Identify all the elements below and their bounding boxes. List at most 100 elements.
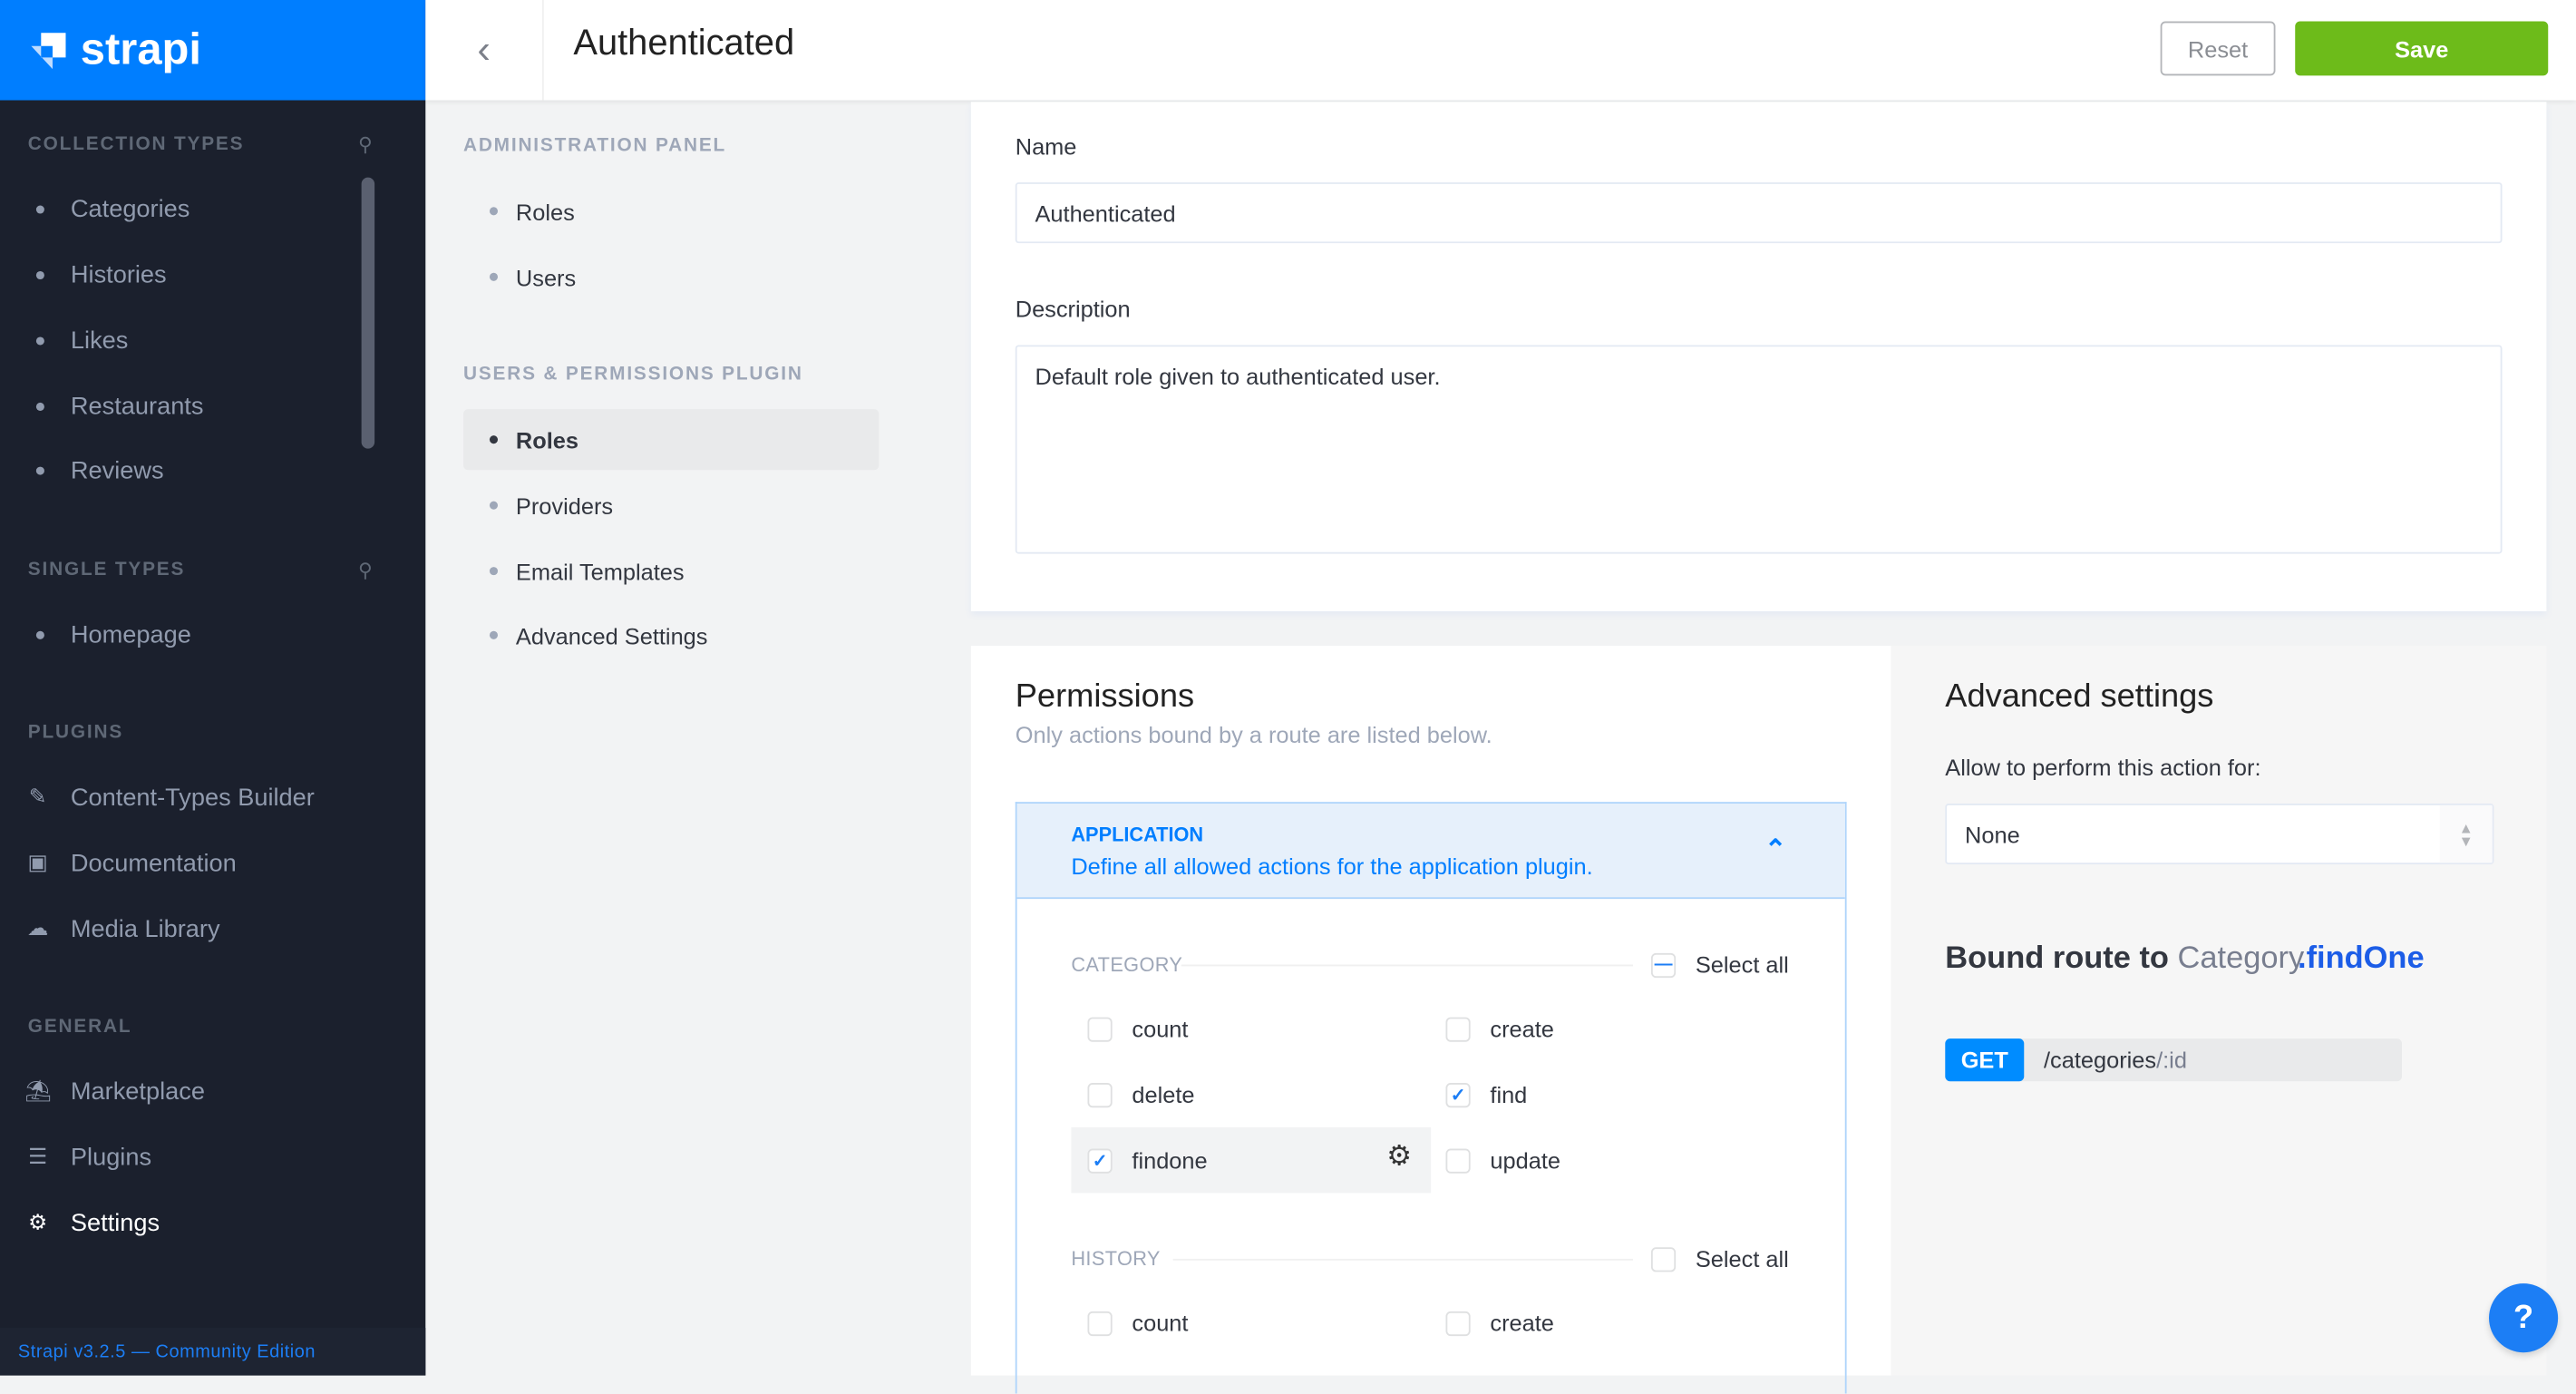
checkbox[interactable] bbox=[1650, 1246, 1677, 1272]
label: count bbox=[1132, 1015, 1189, 1042]
advanced-settings-panel: Advanced settings Allow to perform this … bbox=[1891, 646, 2547, 1376]
checkbox[interactable] bbox=[1087, 1016, 1113, 1041]
sidebar-item-reviews[interactable]: Reviews bbox=[0, 445, 394, 494]
label: delete bbox=[1132, 1081, 1195, 1108]
gear-icon[interactable]: ⚙ bbox=[1386, 1140, 1412, 1172]
http-method-badge: GET bbox=[1945, 1038, 2025, 1082]
action-delete[interactable]: delete bbox=[1087, 1063, 1195, 1126]
sidebar-item-settings[interactable]: ⚙ Settings bbox=[0, 1198, 394, 1247]
label: Users bbox=[515, 263, 577, 290]
action-count[interactable]: count bbox=[1087, 998, 1188, 1060]
version-footer[interactable]: Strapi v3.2.5 — Community Edition bbox=[0, 1328, 426, 1376]
history-select-all[interactable]: Select all bbox=[1650, 1227, 1789, 1290]
submenu-item-email-templates[interactable]: Email Templates bbox=[463, 541, 879, 601]
group-history-title: HISTORY bbox=[1071, 1247, 1161, 1271]
label: create bbox=[1490, 1015, 1554, 1042]
bullet-icon bbox=[35, 336, 44, 345]
label: Content-Types Builder bbox=[70, 783, 315, 812]
help-button[interactable]: ? bbox=[2489, 1283, 2559, 1353]
bullet-icon bbox=[489, 435, 499, 444]
action-create[interactable]: create bbox=[1445, 998, 1554, 1060]
route-path: /categories bbox=[2044, 1047, 2157, 1074]
role-details-card: Name Authenticated Description Default r… bbox=[970, 102, 2547, 612]
permissions-subtitle: Only actions bound by a route are listed… bbox=[1015, 721, 1492, 748]
chevron-up-icon[interactable]: ⌃ bbox=[1764, 836, 1787, 865]
paintbrush-icon: ✎ bbox=[28, 784, 47, 809]
scrollbar[interactable] bbox=[361, 177, 375, 449]
sidebar-item-content-types-builder[interactable]: ✎ Content-Types Builder bbox=[0, 773, 394, 822]
sidebar-item-homepage[interactable]: Homepage bbox=[0, 609, 394, 658]
sidebar-item-histories[interactable]: Histories bbox=[0, 249, 394, 298]
action-history-create[interactable]: create bbox=[1445, 1292, 1554, 1354]
checkbox[interactable] bbox=[1087, 1082, 1113, 1107]
submenu-item-admin-roles[interactable]: Roles bbox=[463, 180, 879, 241]
chevron-left-icon: ‹ bbox=[477, 26, 491, 72]
checkbox-checked[interactable]: ✓ bbox=[1087, 1147, 1113, 1173]
search-icon[interactable]: ⚲ bbox=[357, 559, 373, 582]
back-button[interactable]: ‹ bbox=[425, 0, 544, 101]
submenu-item-roles[interactable]: Roles bbox=[462, 409, 880, 471]
selected-value: None bbox=[1965, 821, 2020, 848]
label: Marketplace bbox=[70, 1077, 205, 1106]
strapi-logo[interactable]: strapi bbox=[0, 0, 426, 101]
action-name: .findOne bbox=[2297, 941, 2425, 977]
section-general: GENERAL bbox=[27, 1017, 132, 1038]
save-button[interactable]: Save bbox=[2295, 21, 2549, 76]
label: Homepage bbox=[70, 619, 191, 648]
description-label: Description bbox=[1015, 296, 1131, 323]
sidebar-item-marketplace[interactable]: ⛱ Marketplace bbox=[0, 1067, 394, 1116]
submenu-item-users[interactable]: Users bbox=[463, 247, 879, 307]
bullet-icon bbox=[489, 630, 499, 639]
label: create bbox=[1490, 1310, 1554, 1337]
allow-label: Allow to perform this action for: bbox=[1945, 754, 2261, 781]
checkbox[interactable] bbox=[1445, 1016, 1471, 1041]
gear-icon: ⚙ bbox=[28, 1209, 48, 1234]
group-category-title: CATEGORY bbox=[1071, 952, 1183, 977]
label: Select all bbox=[1695, 1245, 1789, 1272]
sidebar-item-documentation[interactable]: ▣ Documentation bbox=[0, 838, 394, 887]
minus-checkbox-icon[interactable]: — bbox=[1650, 951, 1677, 978]
label: Documentation bbox=[70, 848, 237, 877]
sidebar-item-restaurants[interactable]: Restaurants bbox=[0, 381, 394, 430]
label: Media Library bbox=[70, 914, 220, 943]
search-icon[interactable]: ⚲ bbox=[357, 132, 373, 157]
label: Select all bbox=[1695, 951, 1789, 979]
label: Roles bbox=[515, 198, 575, 225]
list-icon: ☰ bbox=[28, 1144, 48, 1169]
sidebar-item-media-library[interactable]: ☁ Media Library bbox=[0, 904, 394, 953]
bullet-icon bbox=[35, 402, 44, 411]
description-textarea[interactable]: Default role given to authenticated user… bbox=[1015, 345, 2503, 554]
sidebar-item-likes[interactable]: Likes bbox=[0, 316, 394, 365]
action-history-count[interactable]: count bbox=[1087, 1292, 1188, 1354]
sidebar-item-categories[interactable]: Categories bbox=[0, 184, 394, 233]
checkbox[interactable] bbox=[1087, 1310, 1113, 1336]
label: Advanced Settings bbox=[515, 621, 708, 648]
allow-select[interactable]: None ▲ ▼ bbox=[1945, 804, 2494, 865]
checkbox[interactable] bbox=[1445, 1147, 1471, 1173]
action-update[interactable]: update bbox=[1445, 1129, 1560, 1192]
section-single-types: SINGLE TYPES bbox=[27, 560, 186, 580]
action-findone[interactable]: ✓ findone bbox=[1087, 1129, 1208, 1192]
name-label: Name bbox=[1015, 132, 1077, 160]
submenu-item-providers[interactable]: Providers bbox=[463, 475, 879, 536]
plugin-description: Define all allowed actions for the appli… bbox=[1071, 853, 1593, 880]
bound-route-title: Bound route to Category.findOne bbox=[1945, 941, 2424, 978]
action-findone-row[interactable] bbox=[1071, 1126, 1432, 1194]
checkbox-checked[interactable]: ✓ bbox=[1445, 1082, 1471, 1107]
label: Settings bbox=[70, 1208, 160, 1237]
checkbox[interactable] bbox=[1445, 1310, 1471, 1336]
bullet-icon bbox=[35, 204, 44, 213]
section-plugins: PLUGINS bbox=[27, 723, 124, 743]
label: Restaurants bbox=[70, 392, 204, 420]
submenu-item-advanced-settings[interactable]: Advanced Settings bbox=[463, 605, 879, 666]
action-find[interactable]: ✓ find bbox=[1445, 1063, 1527, 1126]
category-select-all[interactable]: — Select all bbox=[1650, 933, 1789, 996]
basket-icon: ⛱ bbox=[24, 1077, 53, 1103]
sidebar-item-plugins[interactable]: ☰ Plugins bbox=[0, 1132, 394, 1181]
reset-button[interactable]: Reset bbox=[2160, 21, 2276, 76]
application-accordion-header[interactable]: APPLICATION Define all allowed actions f… bbox=[1016, 804, 1845, 900]
sort-arrows-icon: ▲ ▼ bbox=[2439, 804, 2493, 863]
name-input[interactable]: Authenticated bbox=[1015, 182, 2503, 244]
label: findone bbox=[1132, 1146, 1208, 1174]
